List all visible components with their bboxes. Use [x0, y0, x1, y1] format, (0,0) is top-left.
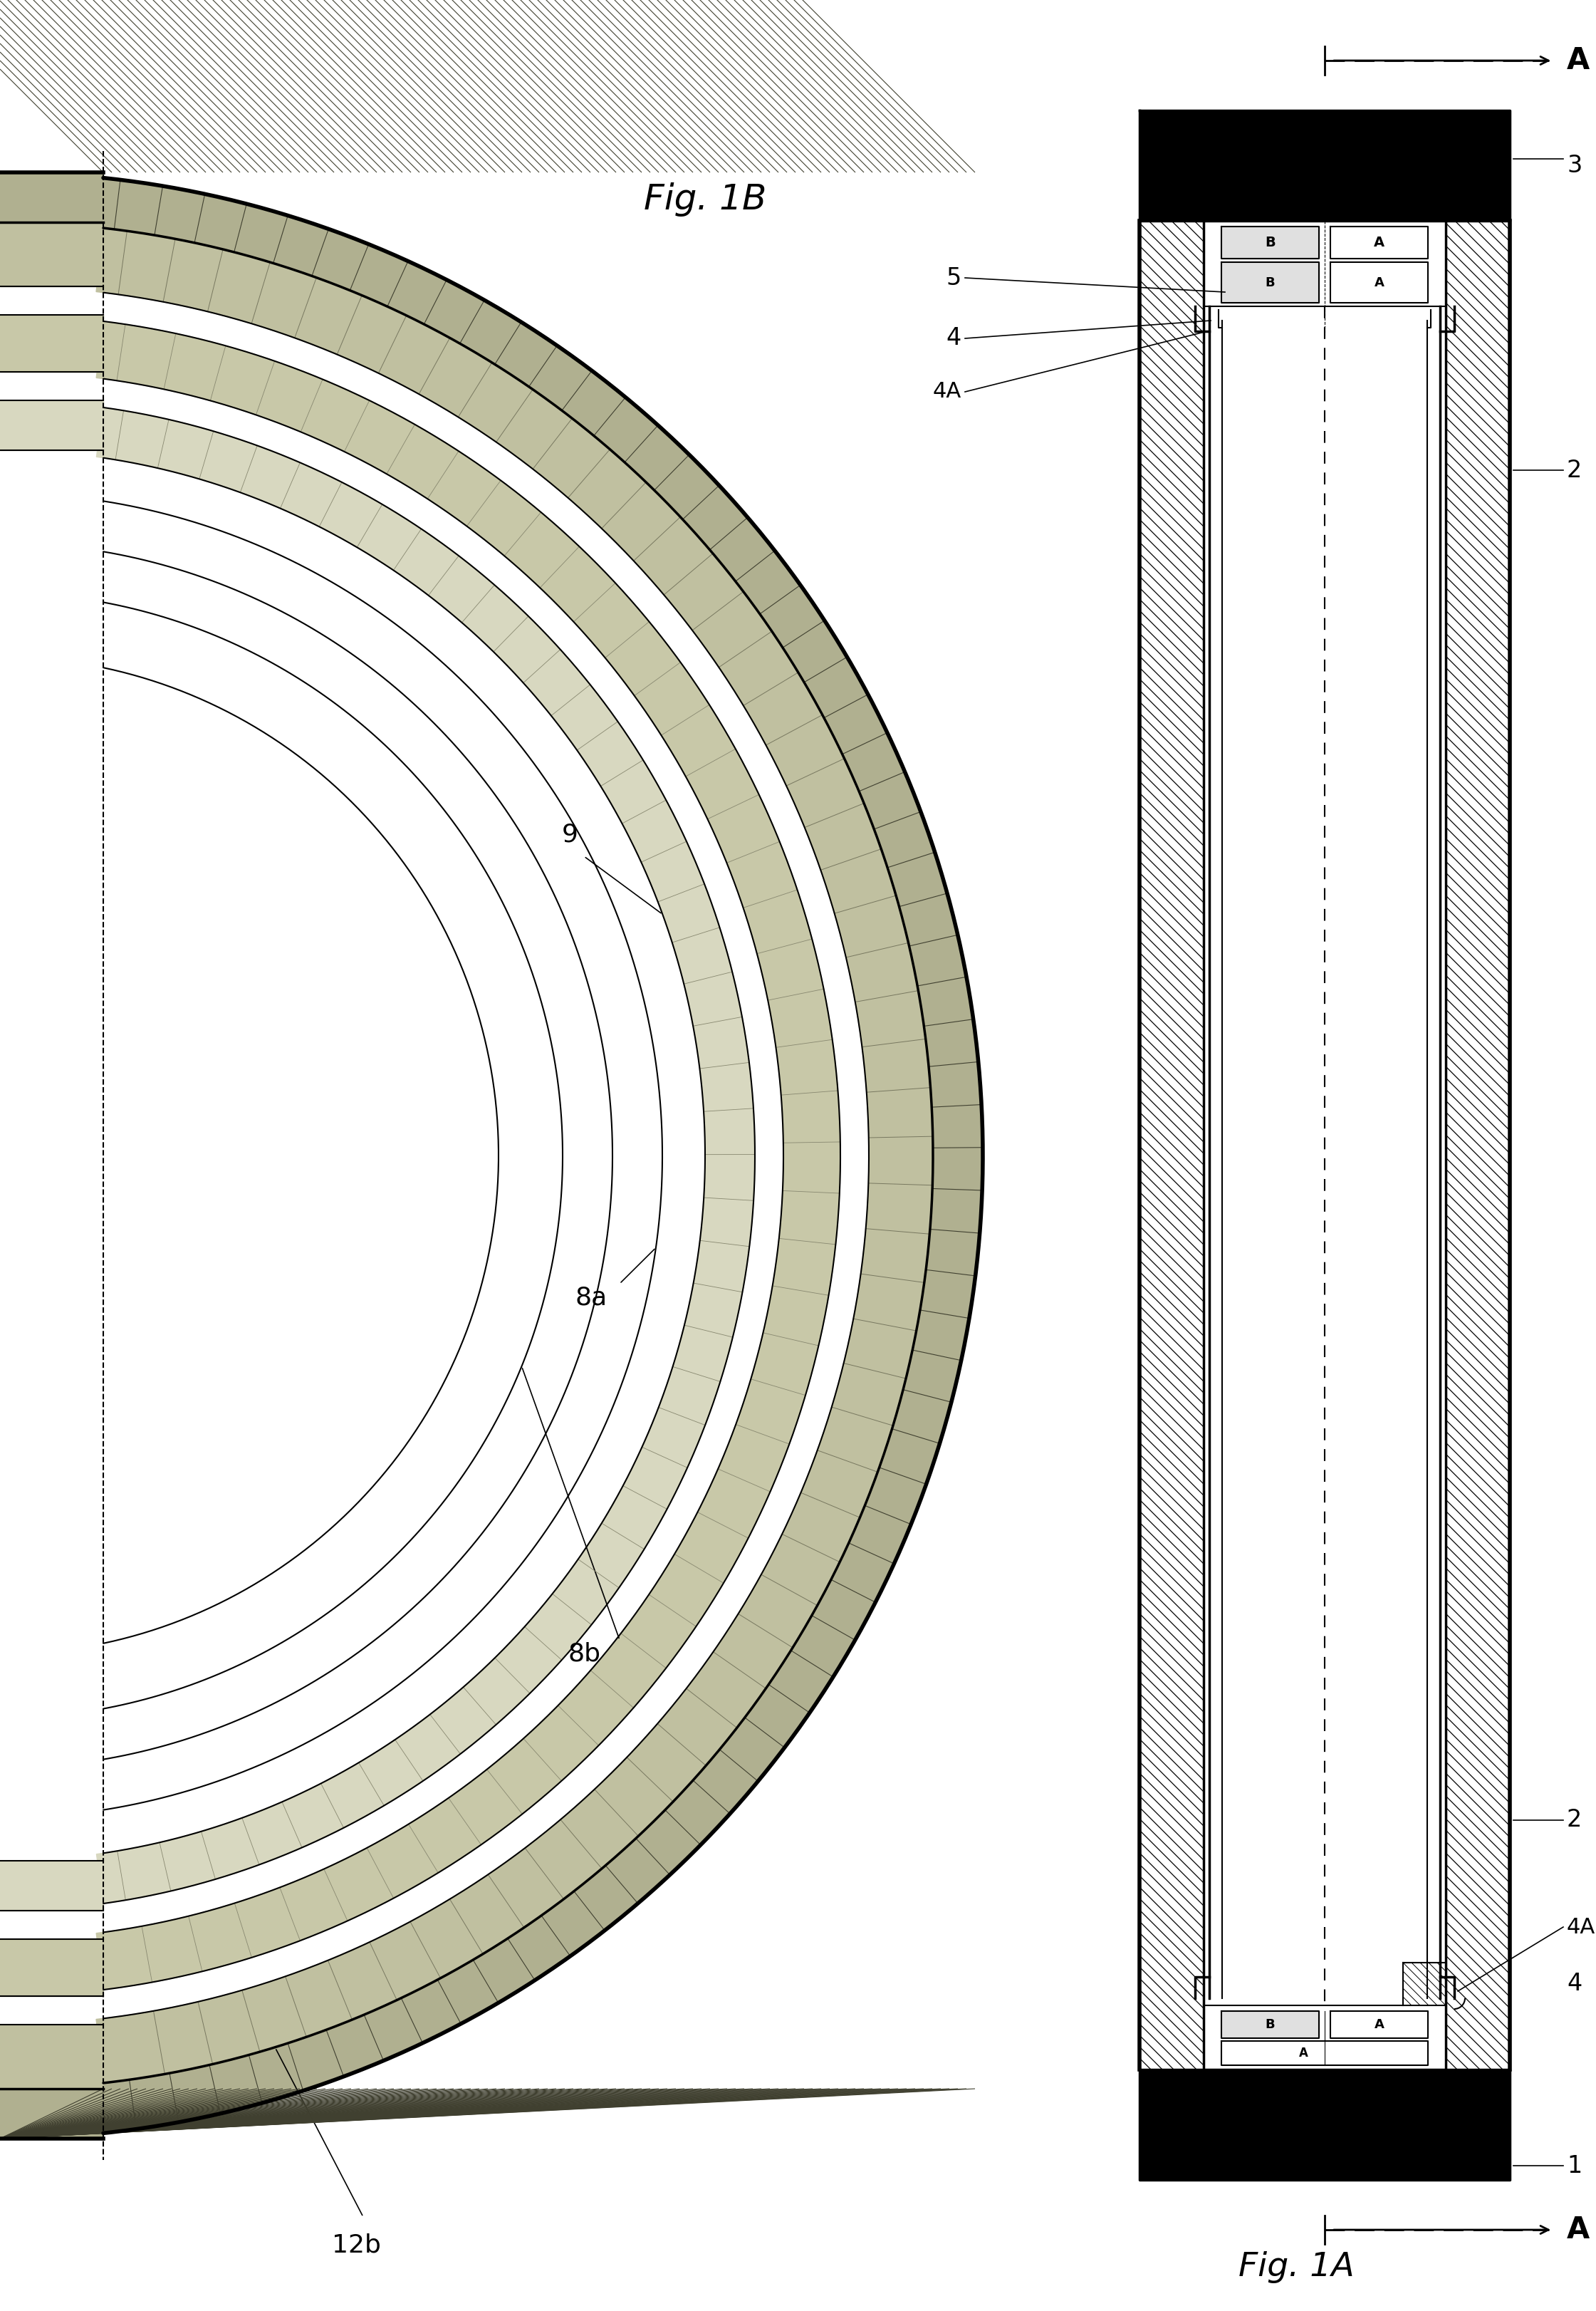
Text: A: A [1374, 2018, 1384, 2031]
Polygon shape [1331, 261, 1428, 303]
Text: Fig. 1A: Fig. 1A [1238, 2251, 1353, 2283]
Text: 2: 2 [1567, 458, 1582, 483]
Text: A: A [1299, 2048, 1307, 2059]
Polygon shape [1221, 2011, 1318, 2038]
Text: 5: 5 [946, 266, 961, 289]
Polygon shape [0, 222, 104, 287]
Polygon shape [0, 400, 104, 451]
Polygon shape [96, 407, 755, 1904]
Text: 2: 2 [1567, 1810, 1582, 1833]
Text: 4A: 4A [932, 381, 961, 402]
Polygon shape [1203, 2006, 1446, 2068]
Polygon shape [96, 229, 934, 2082]
Text: B: B [1266, 2018, 1275, 2031]
Polygon shape [0, 314, 104, 372]
Text: 9: 9 [562, 823, 578, 848]
Text: 8b: 8b [568, 1643, 600, 1666]
Polygon shape [0, 2024, 104, 2089]
Text: A: A [1567, 2214, 1590, 2244]
Polygon shape [0, 1860, 104, 1911]
Polygon shape [1331, 2011, 1428, 2038]
Text: 8a: 8a [575, 1285, 606, 1310]
Text: A: A [1374, 275, 1384, 289]
Text: B: B [1266, 275, 1275, 289]
Polygon shape [1403, 1962, 1446, 2006]
Text: 4A: 4A [1567, 1916, 1596, 1937]
Polygon shape [0, 173, 104, 222]
Polygon shape [1140, 2068, 1510, 2179]
Polygon shape [104, 656, 498, 1655]
Polygon shape [1221, 2041, 1428, 2066]
Text: A: A [1374, 236, 1384, 250]
Text: 12b: 12b [332, 2232, 380, 2258]
Polygon shape [97, 178, 983, 2133]
Text: A: A [1567, 46, 1590, 76]
Text: 1: 1 [1567, 2154, 1582, 2177]
Polygon shape [1221, 261, 1318, 303]
Polygon shape [1221, 226, 1318, 259]
Polygon shape [1140, 111, 1510, 222]
Polygon shape [1140, 222, 1203, 2068]
Text: 3: 3 [1567, 155, 1582, 178]
Text: 4: 4 [946, 326, 961, 351]
Text: Fig. 1B: Fig. 1B [643, 183, 766, 217]
Polygon shape [1446, 222, 1510, 2068]
Polygon shape [0, 1939, 104, 1997]
Polygon shape [0, 2089, 104, 2138]
Polygon shape [96, 321, 841, 1990]
Polygon shape [1331, 226, 1428, 259]
Polygon shape [1203, 222, 1446, 307]
Text: 4: 4 [1567, 1971, 1582, 1997]
Text: B: B [1266, 236, 1275, 250]
Polygon shape [1203, 222, 1446, 2068]
